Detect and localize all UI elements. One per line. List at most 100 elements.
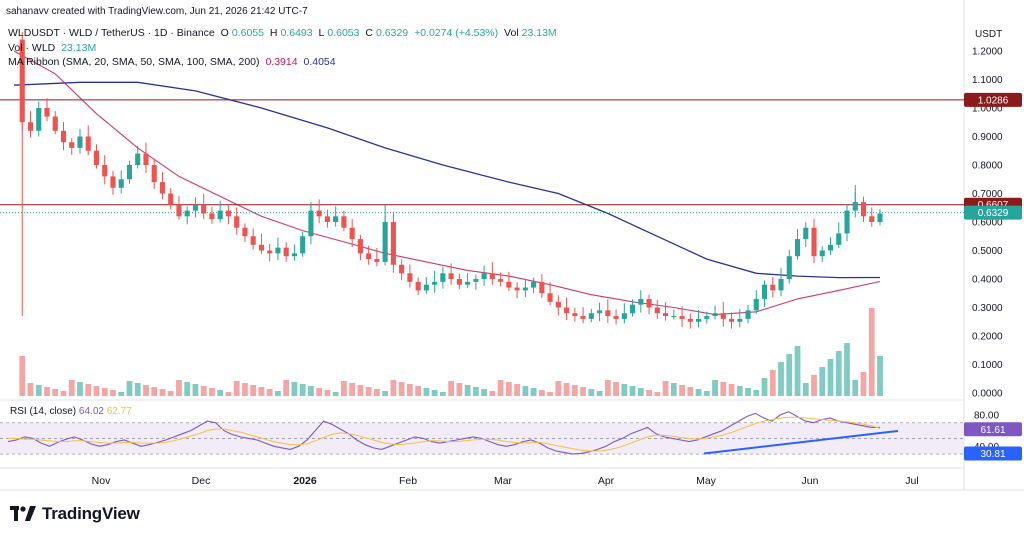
volume-bar [431,390,438,396]
candle-body [473,279,479,282]
volume-bar [19,356,26,396]
volume-bar [819,367,826,396]
volume-bar [868,308,875,396]
open-label: O [220,27,229,39]
volume-bar [101,388,108,396]
volume-bar [736,386,743,396]
candle-body [638,298,644,305]
volume-bar [827,359,834,396]
candle-body [151,165,157,183]
last-price-badge [964,205,1022,220]
candle-body [465,281,471,285]
volume-bar [275,391,281,396]
tradingview-wordmark: TradingView [42,504,140,523]
volume-bar [761,378,768,396]
volume-bar [794,346,801,396]
y-tick-label: 1.0000 [972,104,1003,115]
candle-body [679,316,685,319]
volume-bar [85,384,92,396]
volume-bar [621,384,628,396]
volume-bar [472,387,479,396]
candle-body [69,142,75,148]
candle-body [184,210,190,217]
volume-bar [835,351,842,396]
volume-bar [522,386,529,396]
x-tick-label: Dec [192,475,211,487]
candle-body [308,210,314,237]
volume-bar [563,383,570,396]
volume-legend-value: 23.13M [61,42,97,54]
y-tick-label: 1.1000 [972,75,1003,86]
candle-body [399,264,405,274]
candle-body [588,313,594,319]
volume-bar [332,392,339,396]
rsi-legend-label[interactable]: RSI (14, close) [10,406,77,417]
volume-bar [415,386,422,396]
candle-body [415,281,421,291]
x-tick-label: Mar [494,475,513,487]
candle-body [118,179,124,188]
candle-body [209,213,215,220]
candle-body [506,281,512,288]
volume-bar [200,386,207,396]
high-label: H [269,27,278,39]
candle-body [654,307,660,314]
volume-bar [258,387,265,396]
candle-body [869,216,875,222]
volume-bar [489,391,496,396]
volume-bar [217,390,224,396]
ma-legend-value-2: 0.4054 [303,56,336,68]
candle-body [819,250,825,257]
level-price-label: 1.0286 [978,95,1009,106]
rsi-trendline[interactable] [703,429,899,455]
ohlc-header: WLDUSDT · WLD / TetherUS · 1D · Binance … [8,27,560,39]
volume-bar [242,383,248,396]
volume-bar [349,383,356,396]
x-tick-label: Jun [802,475,819,487]
volume-bar [481,389,488,396]
candle-body [597,310,603,314]
rsi-legend-value-2: 62.77 [106,406,132,417]
volume-bar [753,390,760,396]
y-tick-label: 0.6000 [972,218,1003,229]
volume-bar [852,380,859,396]
symbol-title[interactable]: WLDUSDT · WLD / TetherUS · 1D · Binance [8,27,215,39]
volume-bar [382,391,389,396]
volume-legend-label[interactable]: Vol · WLD [8,42,56,54]
candle-body [432,281,438,285]
volume-bar [357,385,364,396]
candle-body [663,313,669,317]
candle-body [811,227,817,257]
candle-body [580,316,586,319]
ma-legend-label[interactable]: MA Ribbon (SMA, 20, SMA, 50, SMA, 100, S… [8,56,260,68]
price-panel [0,0,964,400]
candle-body [275,247,281,254]
volume-bar [283,380,290,396]
candle-body [877,213,883,222]
volume-bar [555,381,562,396]
candle-body [852,202,858,211]
candle-body [316,210,322,217]
tradingview-logo-icon [10,506,36,521]
candle-body [671,316,677,318]
candle-body [630,304,636,314]
tradingview-logo[interactable]: TradingView [10,504,140,524]
volume-bar [423,388,430,396]
candles [19,31,883,329]
volume-legend: Vol · WLD 23.13M [8,42,99,54]
rsi-legend: RSI (14, close) 64.02 62.77 [10,406,132,417]
candle-body [745,310,751,319]
candle-body [531,281,537,288]
ma-legend-value-1: 0.3914 [265,56,298,68]
y-tick-label: 0.8000 [972,161,1003,172]
candle-body [217,210,223,220]
candle-body [572,313,578,317]
volume-bar [571,385,578,396]
y-tick-label: 0.7000 [972,189,1003,200]
x-tick-label: Jul [905,475,918,487]
volume-bar [505,382,512,396]
volume-bar [679,385,685,396]
low-value: 0.6053 [327,27,360,39]
y-tick-label: 0.4000 [972,275,1003,286]
candle-body [456,279,462,285]
